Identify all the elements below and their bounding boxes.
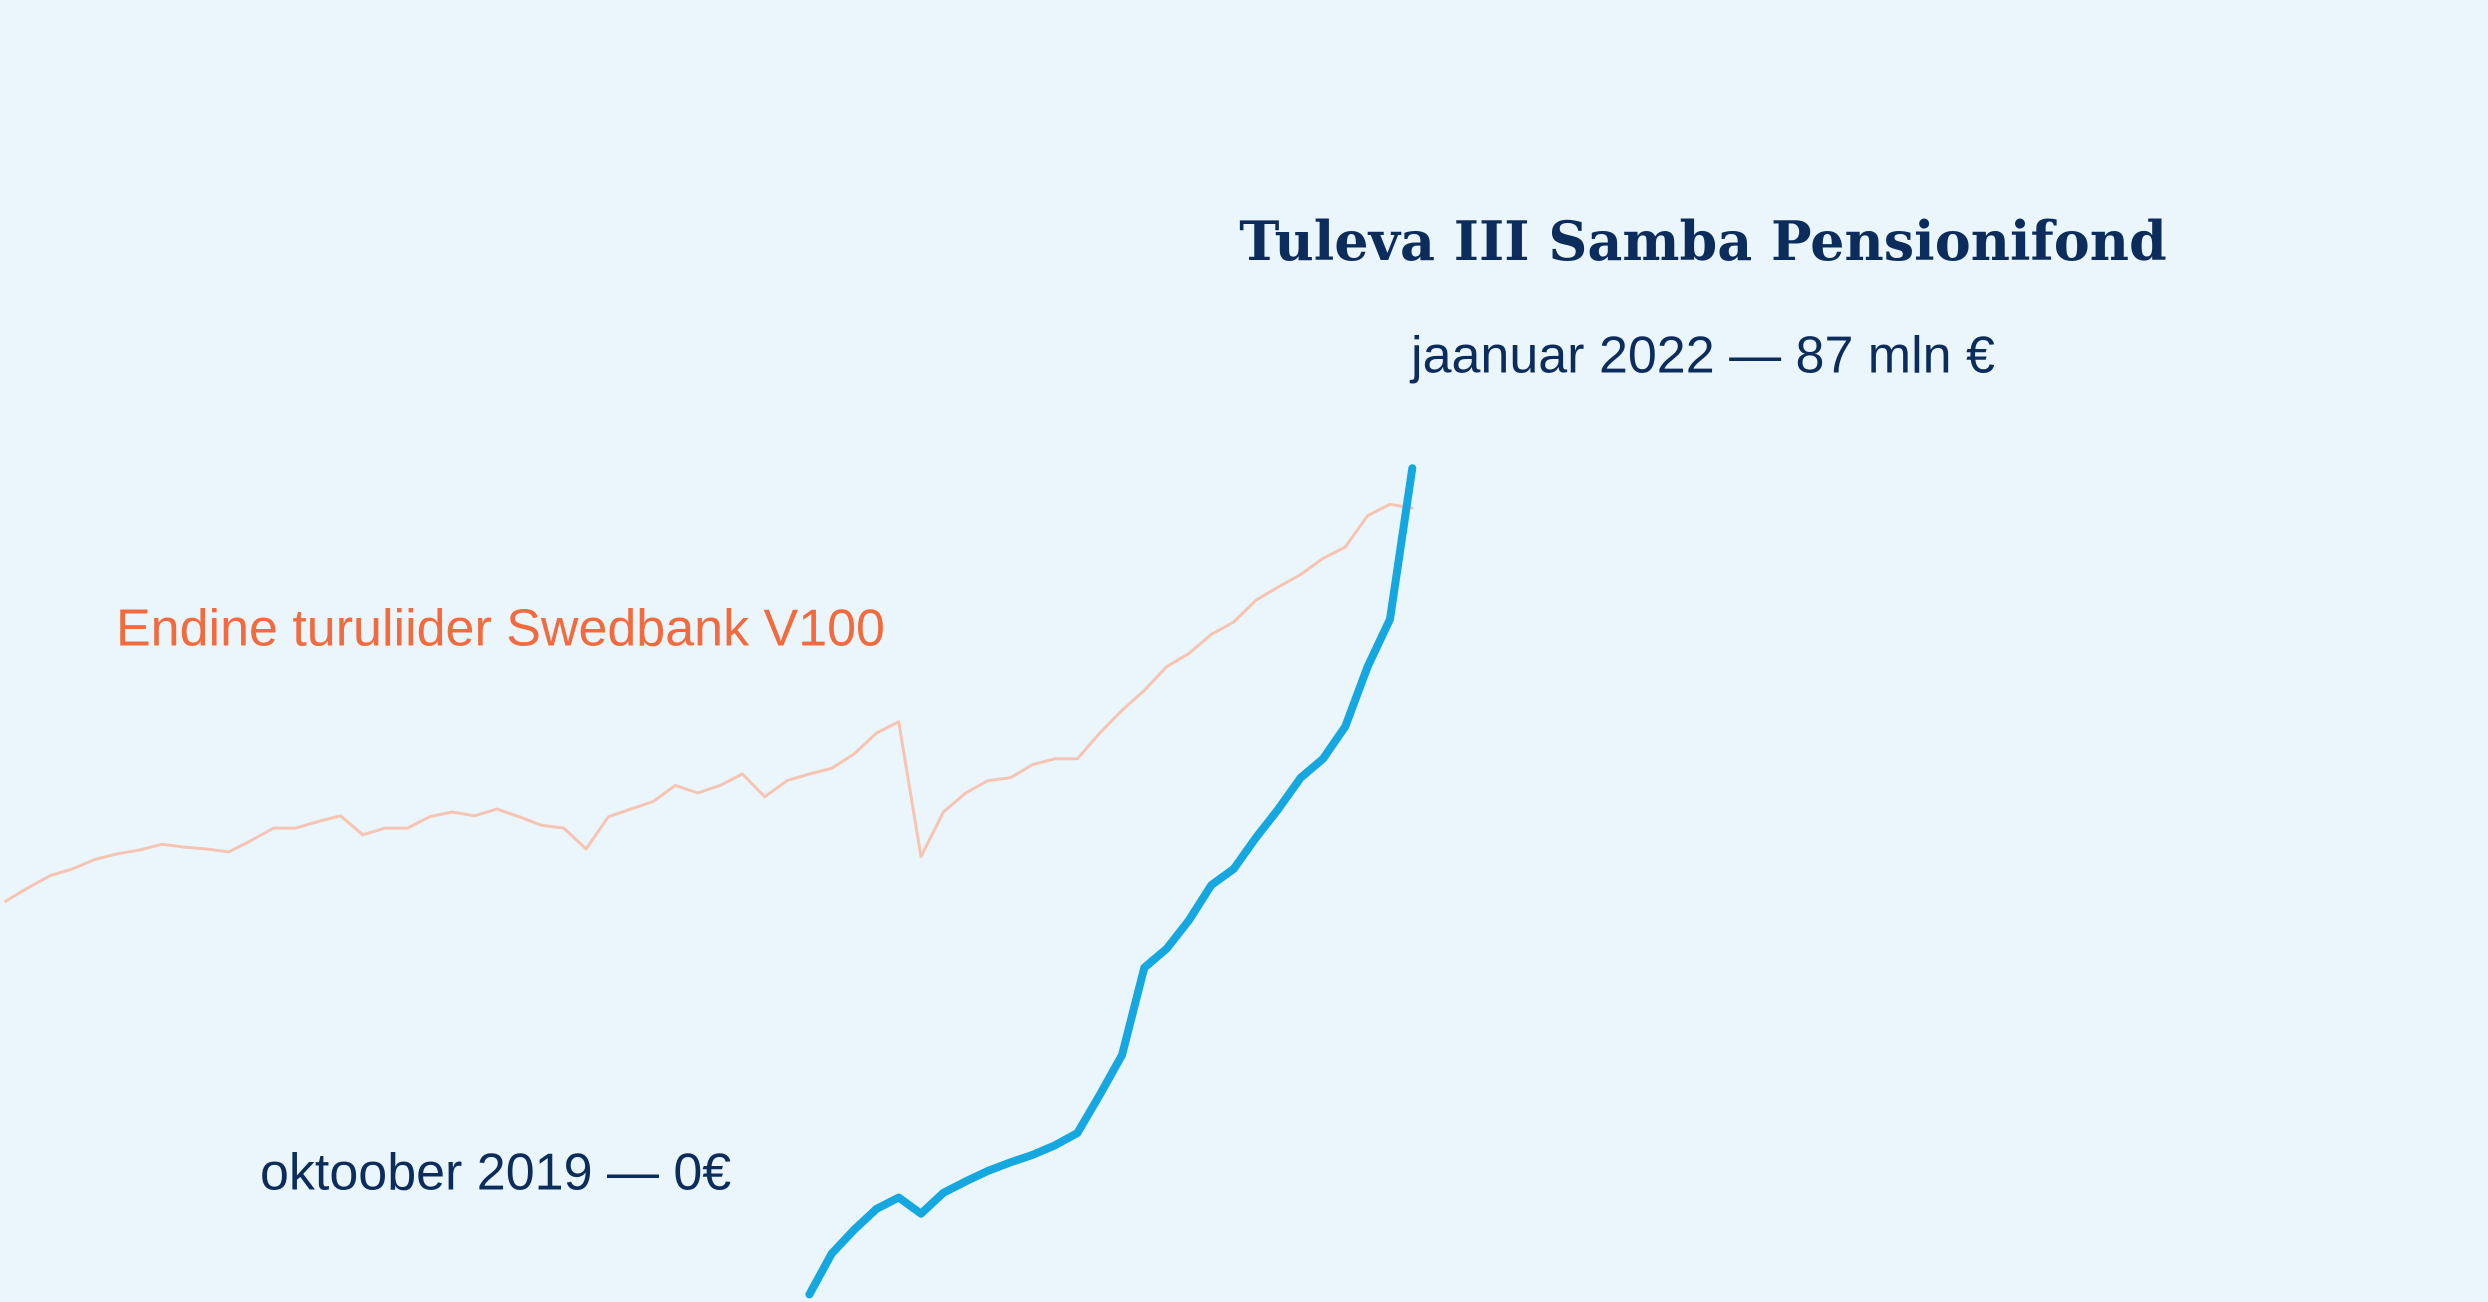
chart-title: Tuleva III Samba Pensionifond	[1239, 209, 2167, 273]
data-line	[805, 464, 1417, 1299]
series-label: Endine turuliider Swedbank V100	[116, 600, 885, 658]
annotation: oktoober 2019 — 0€	[260, 1144, 731, 1202]
lines	[4, 464, 1417, 1299]
data-line	[4, 502, 1414, 903]
chart-subtitle: jaanuar 2022 — 87 mln €	[1409, 327, 1995, 385]
